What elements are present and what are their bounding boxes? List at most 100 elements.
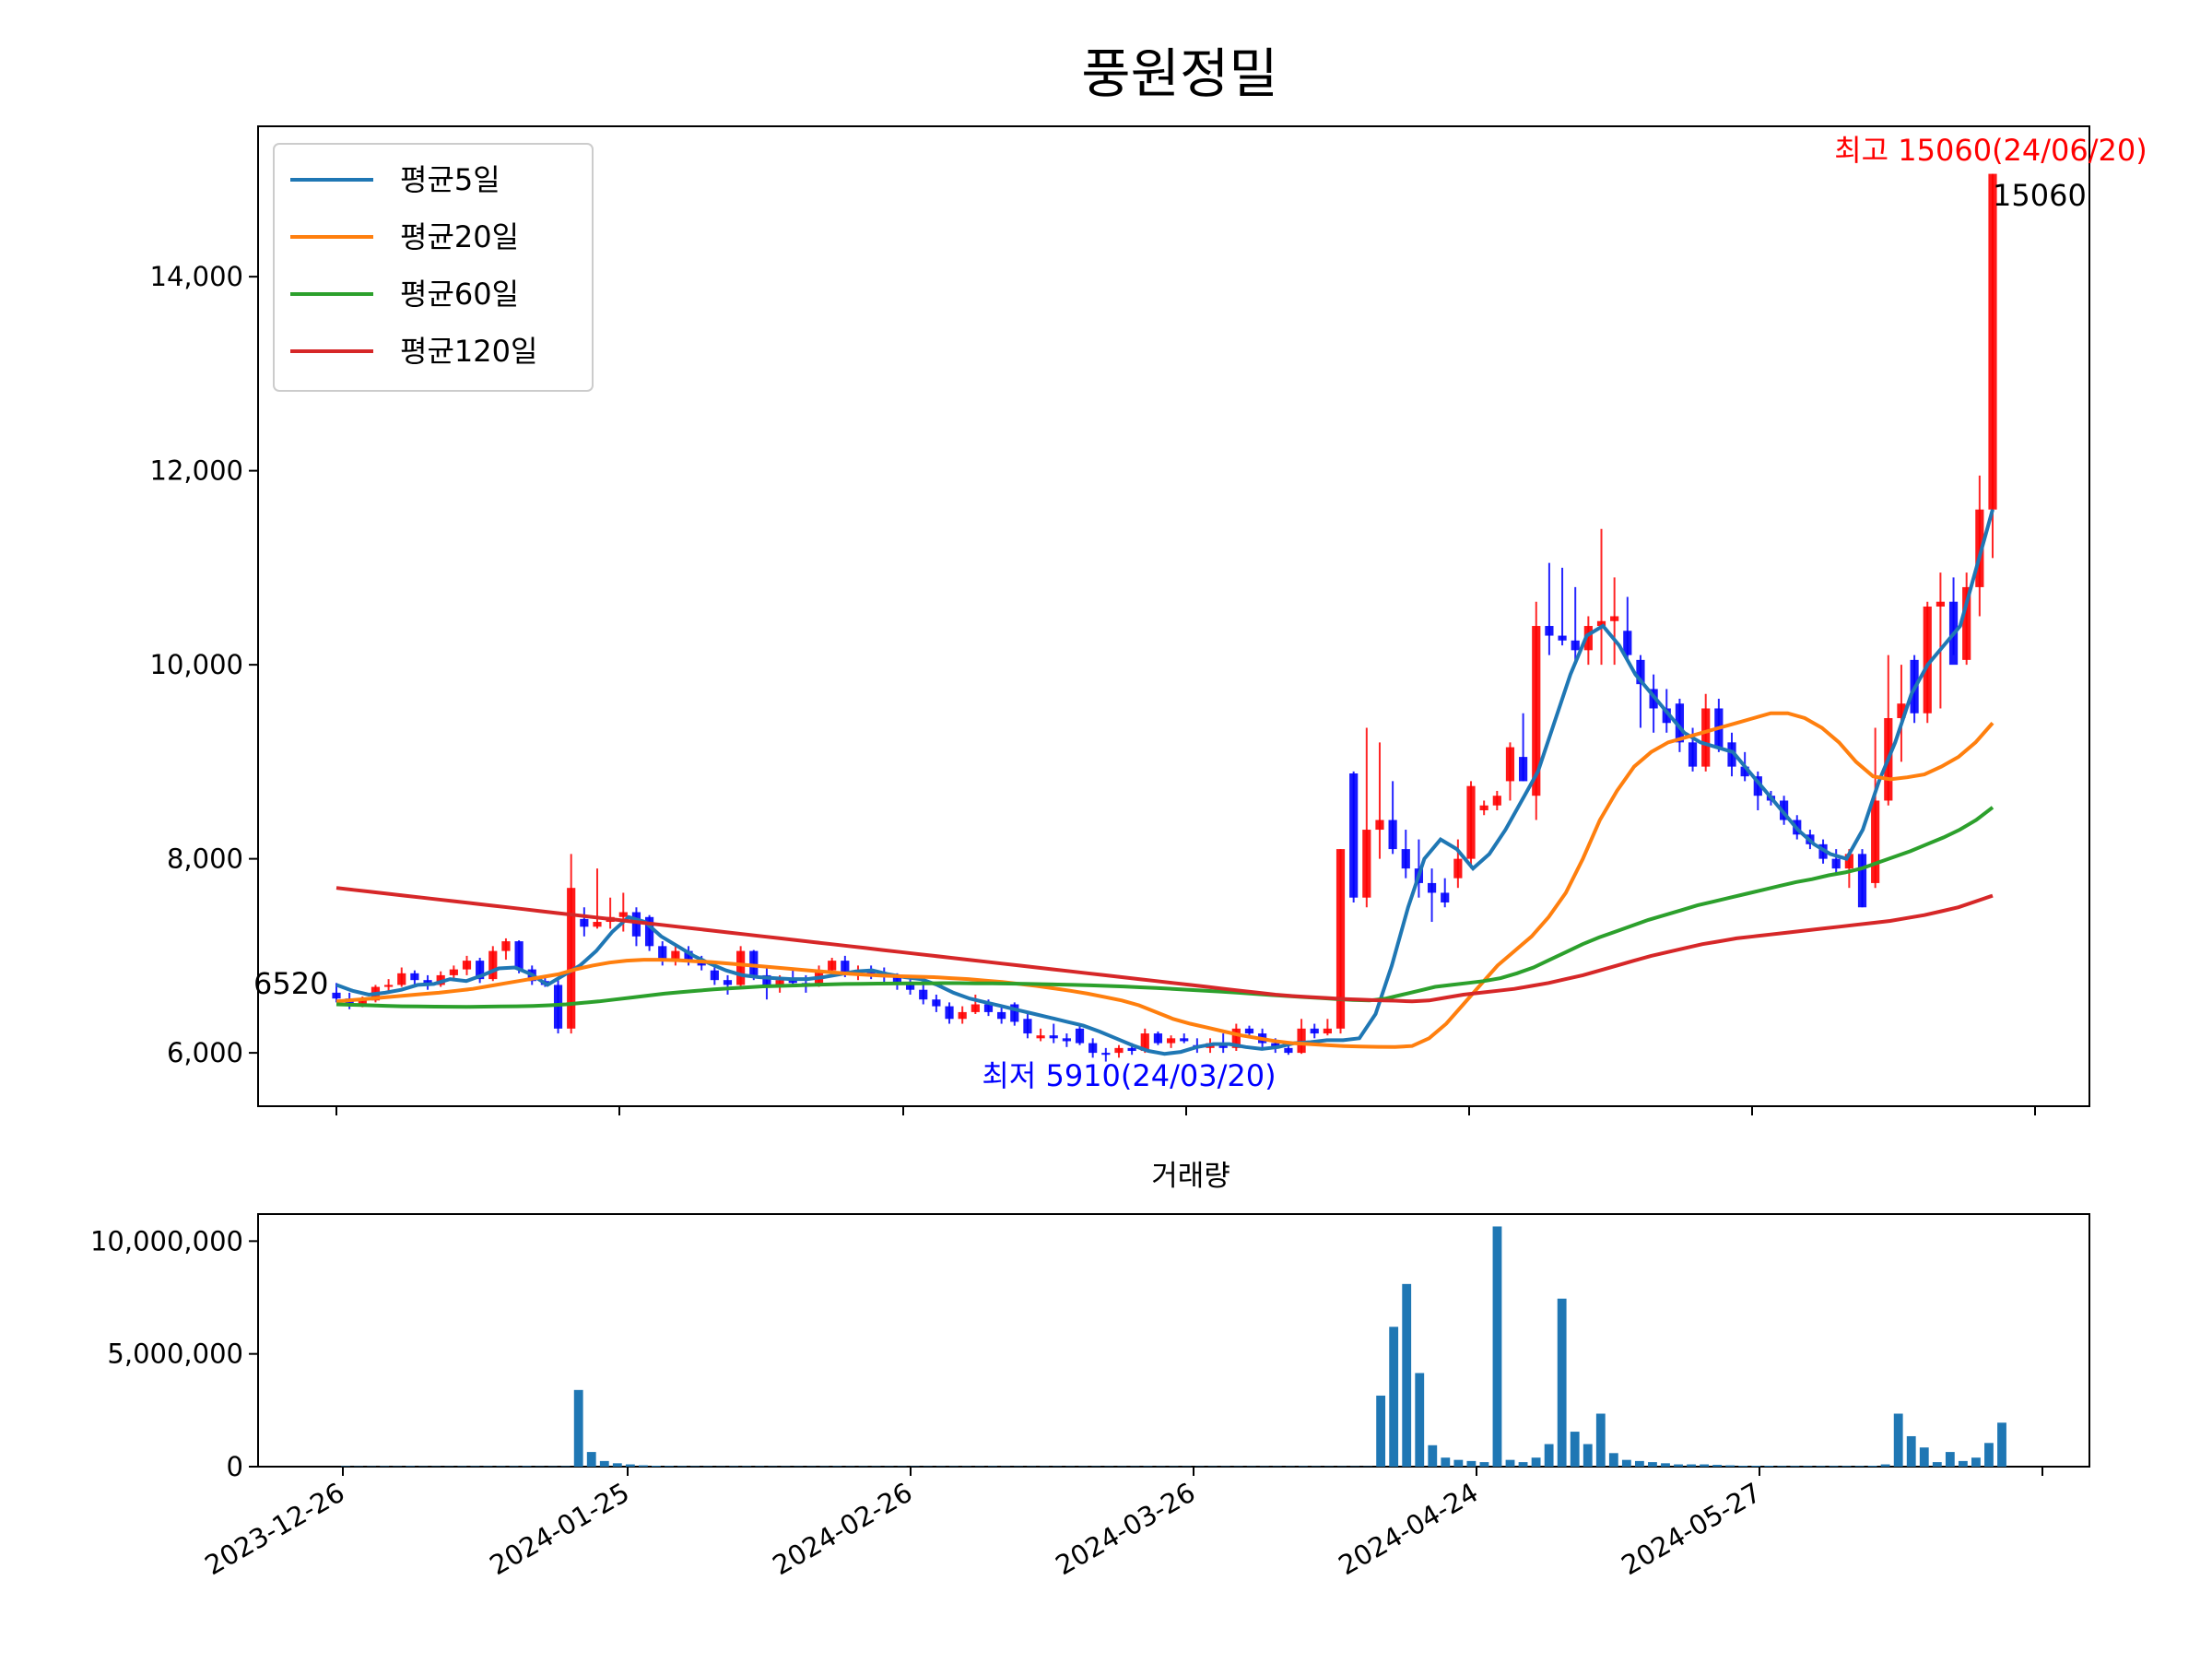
volume-bar — [523, 1466, 532, 1467]
volume-bar — [677, 1466, 687, 1467]
candle-body — [450, 970, 458, 975]
candle-body — [971, 1004, 980, 1011]
volume-bar — [1894, 1414, 1903, 1467]
volume-bar — [1804, 1466, 1813, 1467]
volume-bar — [1376, 1396, 1385, 1467]
volume-bar — [1868, 1466, 1877, 1467]
volume-bar — [1946, 1452, 1955, 1467]
candle-body — [1558, 636, 1566, 641]
volume-bar — [1661, 1463, 1670, 1467]
volume-bar — [1635, 1461, 1644, 1467]
candle-body — [1036, 1035, 1044, 1038]
volume-bar — [1480, 1462, 1489, 1467]
price-y-tick-label: 14,000 — [150, 261, 243, 292]
low-price-label: 최저 5910(24/03/20) — [982, 1058, 1276, 1093]
volume-bar — [600, 1461, 609, 1467]
volume-bar — [1959, 1461, 1968, 1467]
candle-body — [1114, 1048, 1123, 1053]
candle-body — [1349, 773, 1358, 898]
volume-bar — [1920, 1447, 1929, 1467]
candle-body — [1453, 859, 1462, 879]
candle-body — [1936, 602, 1945, 607]
candle-body — [1324, 1029, 1332, 1033]
legend-label: 평균5일 — [400, 162, 500, 197]
candle-body — [1154, 1033, 1162, 1044]
volume-bar — [1609, 1453, 1618, 1467]
candle-body — [1832, 859, 1841, 869]
candle-body — [1076, 1029, 1084, 1044]
candle-body — [1545, 626, 1553, 636]
candle-body — [1284, 1048, 1292, 1053]
candle-body — [1519, 757, 1527, 781]
candle-body — [632, 913, 641, 937]
chart-title: 풍원정밀 — [1081, 42, 1277, 105]
candle-body — [514, 941, 523, 970]
candle-body — [1389, 820, 1397, 850]
volume-bar — [1648, 1462, 1657, 1467]
price-y-tick-label: 12,000 — [150, 455, 243, 487]
candle-body — [736, 951, 745, 985]
candle-body — [580, 919, 588, 926]
candle-body — [1023, 1019, 1031, 1033]
volume-x-tick-label: 2024-02-26 — [768, 1477, 918, 1582]
volume-bar — [652, 1466, 661, 1467]
candle-body — [410, 973, 418, 980]
candle-body — [1506, 748, 1514, 782]
candle-body — [1493, 796, 1501, 806]
candle-body — [1180, 1038, 1188, 1041]
volume-x-tick-label: 2024-03-26 — [1051, 1477, 1201, 1582]
volume-bar — [1725, 1466, 1735, 1467]
volume-bar — [1764, 1466, 1773, 1467]
volume-bar — [613, 1463, 622, 1467]
price-x-axis — [336, 1106, 2035, 1115]
volume-bar — [1687, 1465, 1696, 1467]
candle-body — [711, 971, 719, 981]
candle-body — [919, 990, 927, 1000]
candle-body — [724, 980, 732, 985]
candle-body — [501, 941, 510, 951]
volume-x-tick-label: 2024-05-27 — [1617, 1477, 1767, 1582]
candle-body — [1871, 800, 1879, 882]
candle-body — [945, 1007, 953, 1020]
candle-body — [1428, 883, 1436, 893]
volume-bar — [1907, 1436, 1916, 1467]
legend-label: 평균120일 — [400, 334, 537, 369]
candle-body — [906, 985, 914, 989]
price-y-tick-label: 10,000 — [150, 649, 243, 680]
volume-bar — [1532, 1457, 1541, 1467]
volume-y-tick-label: 10,000,000 — [90, 1225, 243, 1256]
volume-bar — [1984, 1443, 1994, 1467]
candle-body — [997, 1012, 1006, 1019]
price-y-tick-label: 8,000 — [167, 843, 243, 875]
candle-body — [488, 951, 497, 980]
candle-body — [749, 951, 758, 975]
volume-bar — [1596, 1414, 1606, 1467]
volume-bar — [1855, 1466, 1865, 1467]
candle-body — [593, 922, 601, 926]
volume-x-tick-label: 2023-12-26 — [200, 1477, 350, 1582]
volume-bar — [1997, 1422, 2006, 1467]
volume-bar — [1506, 1460, 1515, 1467]
legend-label: 평균20일 — [400, 219, 519, 254]
candle-body — [397, 973, 406, 985]
candle-body — [567, 888, 575, 1029]
candle-body — [1362, 830, 1371, 898]
candle-body — [1375, 820, 1383, 831]
volume-bar — [1583, 1445, 1593, 1467]
volume-bar — [1441, 1457, 1450, 1467]
volume-bar — [1519, 1462, 1528, 1467]
volume-bar — [1558, 1299, 1567, 1467]
volume-bar — [1415, 1373, 1424, 1467]
volume-bar — [1830, 1466, 1839, 1467]
end-price-label: 15060 — [1993, 178, 2087, 213]
candle-body — [1466, 786, 1475, 859]
candle-body — [384, 985, 393, 986]
candle-body — [1101, 1053, 1110, 1055]
volume-bar — [406, 1466, 415, 1467]
candle-body — [463, 961, 471, 969]
